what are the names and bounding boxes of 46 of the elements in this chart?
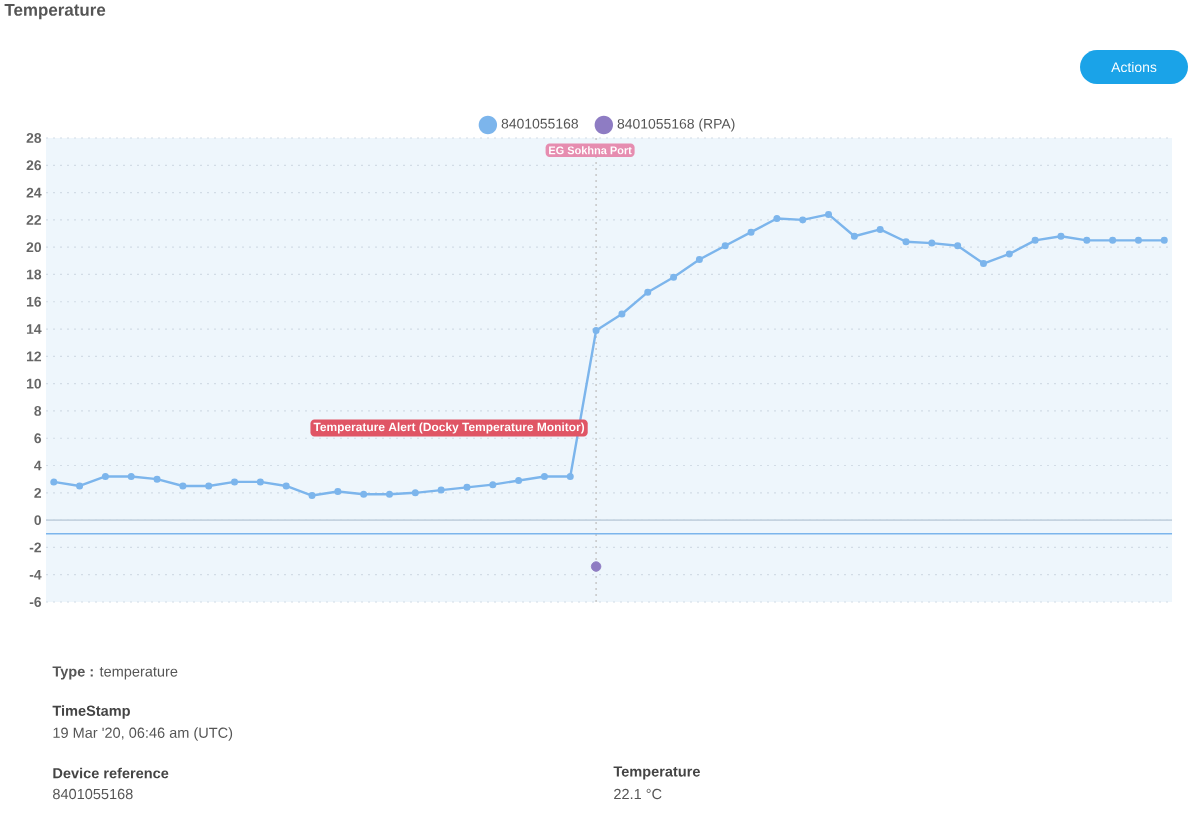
point: [308, 492, 316, 500]
point: [205, 482, 213, 490]
point: [825, 210, 833, 218]
point: [850, 232, 858, 240]
point: [902, 238, 910, 246]
point: [282, 482, 290, 490]
point: [153, 475, 161, 483]
point: [721, 242, 729, 250]
point: [590, 561, 602, 572]
point: [334, 487, 342, 495]
point: [670, 273, 678, 281]
point: [256, 478, 264, 486]
point: [566, 472, 574, 480]
point: [773, 215, 781, 223]
point: [463, 483, 471, 491]
point: [1109, 236, 1117, 244]
point: [179, 482, 187, 490]
point: [50, 478, 58, 486]
point: [876, 225, 884, 233]
point: [747, 228, 755, 236]
point: [386, 490, 393, 498]
point: [644, 288, 652, 296]
point: [1134, 236, 1142, 244]
point: [540, 472, 548, 480]
point: [411, 489, 419, 497]
point: [515, 477, 523, 485]
point: [1057, 232, 1065, 240]
point: [592, 326, 600, 334]
point: [231, 478, 239, 486]
point: [437, 486, 445, 494]
point: [127, 472, 135, 480]
point: [489, 481, 497, 489]
point: [1005, 250, 1013, 258]
point: [1160, 236, 1168, 244]
chart-title: Temperature: [4, 4, 106, 20]
point: [101, 472, 109, 480]
point: [980, 260, 987, 268]
point: [928, 239, 936, 247]
point: [1031, 236, 1039, 244]
point: [76, 482, 84, 490]
point: [695, 255, 703, 263]
point: [360, 490, 368, 498]
point: [1083, 236, 1091, 244]
point: [799, 216, 807, 224]
point: [954, 242, 962, 250]
point: [618, 310, 626, 318]
